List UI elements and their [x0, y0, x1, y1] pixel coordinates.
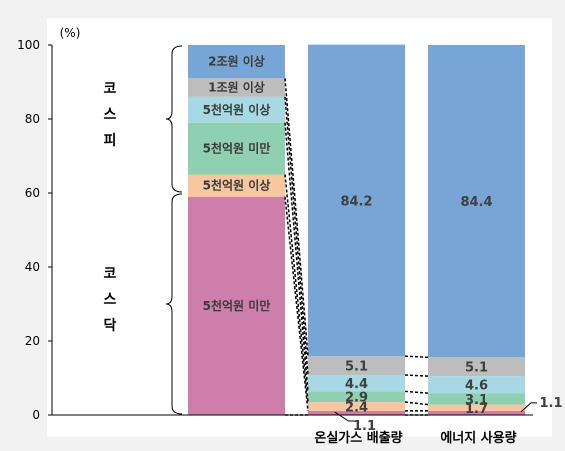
- y-tick-label: 0: [32, 408, 40, 422]
- data-label: 2.4: [345, 400, 368, 415]
- data-label: 5.1: [465, 361, 488, 376]
- data-labels: 5천억원 미만 5천억원 이상 5천억원 미만 5천억원 이상 1조원 이상 2조원 이상…: [203, 54, 563, 434]
- data-label: 2.9: [345, 391, 368, 406]
- bar-segment-kospi-over-500b: [428, 376, 525, 394]
- y-tick-label: 100: [17, 38, 40, 52]
- data-label-leader: [334, 411, 359, 422]
- data-label: 84.4: [460, 195, 492, 210]
- bar-segment-kospi-over-500b: [308, 375, 405, 392]
- segment-label: 1조원 이상: [208, 80, 265, 95]
- data-label: 1.1: [353, 419, 376, 434]
- data-label-leader: [520, 402, 537, 413]
- bar-segment-kospi-1to2t: [428, 357, 525, 377]
- data-label: 1.7: [465, 402, 488, 417]
- data-label: 3.1: [465, 393, 488, 408]
- y-tick-label: 40: [25, 260, 40, 274]
- bar-segment-kosdaq-under-500b: [188, 196, 285, 415]
- connector-kospi-over-500b: [404, 374, 429, 377]
- bar-segment-kospi-over-2t: [428, 45, 525, 358]
- segment-label: 5천억원 이상: [203, 178, 271, 193]
- bar-segment-kosdaq-under-500b: [308, 410, 405, 415]
- bar-segment-kospi-under-500b: [428, 393, 525, 405]
- bar-segment-kosdaq-over-500b: [428, 404, 525, 411]
- connector-kosdaq-over-500b: [284, 174, 309, 403]
- bar-segment-kospi-over-2t: [188, 45, 285, 79]
- brace-kosdaq: [165, 193, 183, 415]
- brace-kospi: [165, 45, 183, 193]
- connector-kospi-under-500b: [404, 390, 429, 394]
- bar-segment-kospi-1to2t: [188, 78, 285, 97]
- data-label: 1.1: [539, 396, 562, 411]
- bars: [188, 44, 525, 415]
- y-tick-label: 20: [25, 334, 40, 348]
- y-tick-label: 60: [25, 186, 40, 200]
- bar-segment-kosdaq-over-500b: [308, 402, 405, 411]
- group-braces: 코 스 피코 스 닥: [104, 45, 183, 415]
- bar-segment-kospi-under-500b: [308, 391, 405, 403]
- connector-kospi-over-500b: [284, 96, 309, 376]
- y-tick-label: 80: [25, 112, 40, 126]
- segment-label: 2조원 이상: [208, 54, 265, 69]
- segment-label: 5천억원 이상: [203, 102, 271, 117]
- bar-segment-kosdaq-under-500b: [428, 410, 525, 415]
- segment-label: 5천억원 미만: [203, 141, 271, 156]
- axes: 0 20 40 60 80 100 온실가스 배출량 에너지 사용량: [17, 38, 533, 446]
- bar-segment-kospi-over-2t: [308, 44, 405, 357]
- bar-segment-kospi-over-500b: [188, 96, 285, 123]
- bar-segment-kosdaq-over-500b: [188, 174, 285, 197]
- segment-label: 5천억원 미만: [203, 298, 271, 313]
- connector-kosdaq-under-500b: [284, 196, 309, 412]
- connector-kospi-1to2t: [284, 78, 309, 357]
- connector-kosdaq-over-500b: [404, 401, 429, 406]
- data-label: 5.1: [345, 360, 368, 375]
- bar-segment-kospi-1to2t: [308, 356, 405, 376]
- connector-kospi-1to2t: [404, 355, 429, 359]
- data-label: 4.4: [345, 377, 368, 392]
- data-label: 84.2: [340, 194, 372, 209]
- y-axis-unit: (%): [60, 26, 81, 40]
- x-category-label: 에너지 사용량: [440, 430, 516, 446]
- bar-segment-kospi-under-500b: [188, 122, 285, 175]
- x-category-label: 온실가스 배출량: [314, 430, 402, 446]
- data-label: 4.6: [465, 379, 488, 394]
